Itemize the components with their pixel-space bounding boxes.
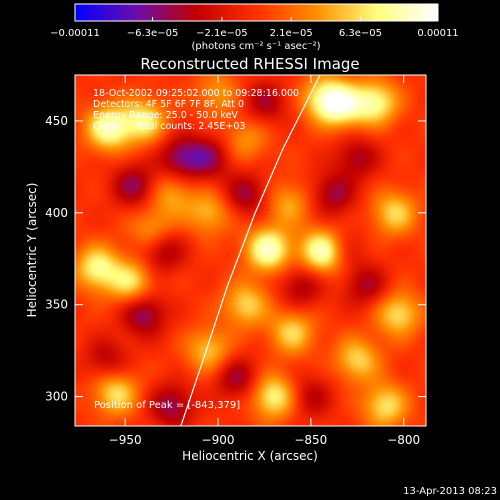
- colorbar-tick-label: 6.3e−05: [339, 28, 382, 39]
- colorbar-tick-label: 0.00011: [417, 28, 458, 39]
- colorbar-tick-label: −0.00011: [50, 28, 100, 39]
- y-tick-label: 400: [45, 206, 68, 220]
- x-tick-label: −950: [109, 433, 142, 447]
- colorbar-tick-label: −2.1e−05: [196, 28, 248, 39]
- colorbar-unit-label: (photons cm⁻² s⁻¹ asec⁻²): [191, 41, 320, 52]
- colorbar-tick-label: 2.1e−05: [270, 28, 313, 39]
- x-axis-ticks: −950 −900 −850 −800: [109, 75, 420, 447]
- y-tick-label: 450: [45, 114, 68, 128]
- solar-limb-line: [180, 75, 321, 426]
- x-tick-label: −900: [202, 433, 235, 447]
- x-tick-label: −850: [294, 433, 327, 447]
- heatmap-image: [75, 75, 426, 426]
- colorbar-tick-label: −6.3e−05: [127, 28, 179, 39]
- y-axis-ticks: 300 350 400 450: [45, 114, 426, 404]
- y-tick-label: 350: [45, 298, 68, 312]
- y-axis-label: Heliocentric Y (arcsec): [25, 183, 39, 318]
- x-tick-label: −800: [387, 433, 420, 447]
- peak-position-label: Position of Peak = [-843,379]: [94, 400, 240, 411]
- info-annotations: 18-Oct-2002 09:25:02.000 to 09:28:16.000…: [93, 88, 299, 132]
- colorbar-ticks: −0.00011 −6.3e−05 −2.1e−05 2.1e−05 6.3e−05 0.…: [50, 3, 459, 39]
- annotation-detectors: Detectors: 4F 5F 6F 7F 8F, Att 0: [93, 99, 244, 110]
- colorbar-frame: [74, 3, 439, 22]
- chart-title: Reconstructed RHESSI Image: [140, 55, 359, 73]
- y-tick-label: 300: [45, 390, 68, 404]
- x-axis-label: Heliocentric X (arcsec): [182, 449, 318, 463]
- footer-timestamp: 13-Apr-2013 08:23: [403, 486, 497, 497]
- colorbar: [75, 4, 438, 21]
- annotation-counts: Clean Total counts: 2.45E+03: [93, 121, 245, 132]
- annotation-time: 18-Oct-2002 09:25:02.000 to 09:28:16.000: [93, 88, 299, 99]
- plot-frame: [74, 74, 427, 427]
- annotation-energy: Energy Range: 25.0 - 50.0 keV: [93, 110, 238, 121]
